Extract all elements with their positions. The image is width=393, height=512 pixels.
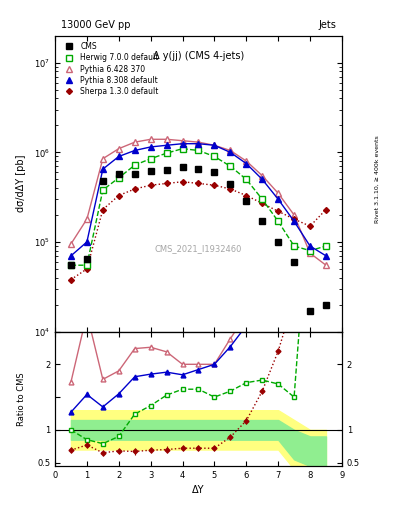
Pythia 6.428 370 [308, 250, 312, 256]
X-axis label: ΔY: ΔY [192, 485, 205, 495]
CMS [244, 198, 249, 204]
Sherpa 1.3.0 default [196, 180, 201, 186]
Pythia 8.308 default [308, 243, 312, 249]
Herwig 7.0.0 default [212, 154, 217, 160]
Sherpa 1.3.0 default [132, 186, 137, 192]
Text: Jets: Jets [318, 20, 336, 30]
Pythia 6.428 370 [69, 241, 73, 247]
CMS [292, 259, 296, 265]
Herwig 7.0.0 default [164, 150, 169, 156]
Text: Δ y(jj) (CMS 4-jets): Δ y(jj) (CMS 4-jets) [153, 51, 244, 60]
CMS [116, 170, 121, 177]
Herwig 7.0.0 default [148, 156, 153, 162]
Sherpa 1.3.0 default [84, 266, 89, 272]
Sherpa 1.3.0 default [308, 223, 312, 229]
Text: 13000 GeV pp: 13000 GeV pp [61, 20, 130, 30]
Text: CMS_2021_I1932460: CMS_2021_I1932460 [155, 244, 242, 253]
CMS [276, 239, 281, 245]
Sherpa 1.3.0 default [101, 206, 105, 212]
Pythia 6.428 370 [228, 147, 233, 154]
Pythia 6.428 370 [323, 262, 328, 268]
Herwig 7.0.0 default [101, 187, 105, 193]
Pythia 6.428 370 [244, 158, 249, 164]
Pythia 8.308 default [148, 144, 153, 150]
CMS [196, 166, 201, 172]
Pythia 8.308 default [101, 166, 105, 172]
Y-axis label: Ratio to CMS: Ratio to CMS [17, 372, 26, 425]
Herwig 7.0.0 default [323, 243, 328, 249]
Pythia 6.428 370 [276, 190, 281, 196]
Pythia 8.308 default [164, 142, 169, 148]
Herwig 7.0.0 default [196, 147, 201, 154]
Pythia 6.428 370 [101, 156, 105, 162]
Pythia 8.308 default [292, 218, 296, 224]
CMS [260, 218, 264, 224]
Pythia 8.308 default [116, 154, 121, 160]
Pythia 6.428 370 [260, 173, 264, 179]
Sherpa 1.3.0 default [164, 180, 169, 186]
Pythia 8.308 default [180, 141, 185, 147]
Sherpa 1.3.0 default [323, 206, 328, 212]
Pythia 8.308 default [196, 141, 201, 147]
Pythia 6.428 370 [196, 139, 201, 145]
Sherpa 1.3.0 default [260, 200, 264, 206]
Herwig 7.0.0 default [180, 145, 185, 152]
CMS [132, 170, 137, 177]
Pythia 6.428 370 [116, 145, 121, 152]
Pythia 8.308 default [132, 147, 137, 154]
Line: Pythia 8.308 default: Pythia 8.308 default [68, 141, 329, 259]
Pythia 8.308 default [276, 196, 281, 202]
Herwig 7.0.0 default [132, 162, 137, 168]
Pythia 8.308 default [323, 253, 328, 259]
Herwig 7.0.0 default [69, 262, 73, 268]
Herwig 7.0.0 default [228, 163, 233, 169]
Sherpa 1.3.0 default [228, 186, 233, 192]
Pythia 8.308 default [84, 239, 89, 245]
Sherpa 1.3.0 default [244, 193, 249, 199]
CMS [84, 255, 89, 262]
CMS [148, 168, 153, 174]
Herwig 7.0.0 default [292, 243, 296, 249]
Line: Herwig 7.0.0 default: Herwig 7.0.0 default [68, 146, 329, 268]
Pythia 6.428 370 [164, 136, 169, 142]
Herwig 7.0.0 default [244, 176, 249, 182]
Pythia 8.308 default [212, 142, 217, 148]
Text: Rivet 3.1.10, ≥ 400k events: Rivet 3.1.10, ≥ 400k events [375, 135, 380, 223]
Sherpa 1.3.0 default [212, 182, 217, 188]
Sherpa 1.3.0 default [180, 179, 185, 185]
CMS [180, 164, 185, 170]
Pythia 8.308 default [228, 150, 233, 156]
Pythia 6.428 370 [148, 136, 153, 142]
Sherpa 1.3.0 default [148, 182, 153, 188]
CMS [164, 167, 169, 173]
Sherpa 1.3.0 default [276, 208, 281, 215]
Sherpa 1.3.0 default [116, 193, 121, 199]
Pythia 8.308 default [244, 160, 249, 166]
CMS [212, 169, 217, 175]
Herwig 7.0.0 default [116, 175, 121, 181]
Sherpa 1.3.0 default [69, 276, 73, 283]
Legend: CMS, Herwig 7.0.0 default, Pythia 6.428 370, Pythia 8.308 default, Sherpa 1.3.0 : CMS, Herwig 7.0.0 default, Pythia 6.428 … [59, 39, 161, 98]
Pythia 6.428 370 [292, 212, 296, 218]
CMS [228, 181, 233, 187]
Herwig 7.0.0 default [276, 218, 281, 224]
Line: Sherpa 1.3.0 default: Sherpa 1.3.0 default [69, 180, 328, 282]
Sherpa 1.3.0 default [292, 216, 296, 222]
CMS [323, 302, 328, 308]
Herwig 7.0.0 default [260, 196, 264, 202]
Y-axis label: dσ/dΔY [pb]: dσ/dΔY [pb] [17, 155, 26, 212]
CMS [101, 178, 105, 184]
CMS [69, 262, 73, 268]
Herwig 7.0.0 default [84, 262, 89, 268]
CMS [308, 308, 312, 314]
Herwig 7.0.0 default [308, 248, 312, 254]
Pythia 8.308 default [260, 176, 264, 182]
Pythia 6.428 370 [180, 138, 185, 144]
Pythia 6.428 370 [212, 142, 217, 148]
Line: CMS: CMS [68, 164, 329, 314]
Line: Pythia 6.428 370: Pythia 6.428 370 [68, 137, 329, 268]
Pythia 8.308 default [69, 253, 73, 259]
Pythia 6.428 370 [84, 216, 89, 222]
Pythia 6.428 370 [132, 139, 137, 145]
